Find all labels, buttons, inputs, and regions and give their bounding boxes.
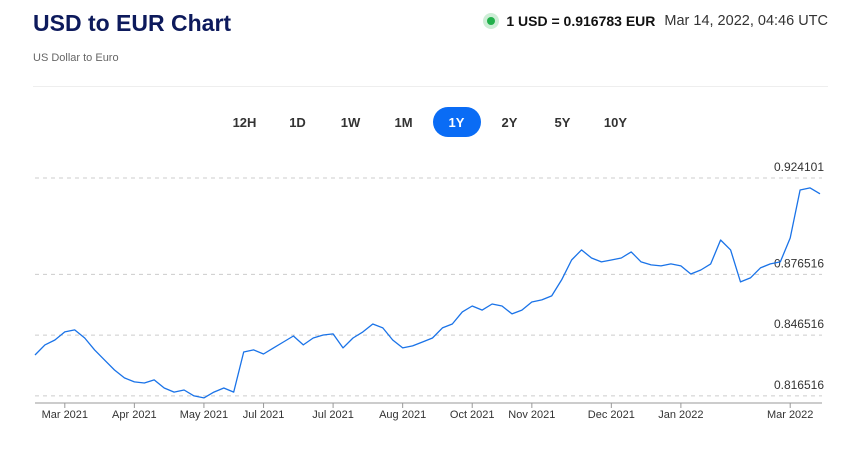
x-tick-label: May 2021 xyxy=(180,409,228,421)
x-tick-label: Oct 2021 xyxy=(450,409,495,421)
range-button[interactable]: 1Y xyxy=(432,107,481,137)
y-tick-label: 0.816516 xyxy=(774,378,824,392)
x-tick-label: Aug 2021 xyxy=(379,409,426,421)
y-tick-label: 0.924101 xyxy=(774,160,824,174)
x-tick-label: Mar 2022 xyxy=(767,409,813,421)
range-buttons: 12H 1D 1W 1M 1Y 2Y 5Y 10Y xyxy=(218,107,642,137)
y-tick-label: 0.846516 xyxy=(774,317,824,331)
title: USD to EUR Chart xyxy=(33,10,232,36)
divider xyxy=(33,86,828,87)
x-tick-label: Apr 2021 xyxy=(112,409,157,421)
range-button[interactable]: 12H xyxy=(232,114,257,130)
x-tick-label: Jul 2021 xyxy=(243,409,285,421)
rate: 1 USD = 0.916783 EUR xyxy=(506,13,656,29)
x-tick-label: Jan 2022 xyxy=(658,409,703,421)
range-button[interactable]: 10Y xyxy=(603,114,628,130)
x-tick-label: Mar 2021 xyxy=(42,409,88,421)
x-tick-label: Dec 2021 xyxy=(588,409,635,421)
live-dot xyxy=(487,17,496,25)
range-button[interactable]: 1W xyxy=(340,114,361,130)
range-button[interactable]: 1D xyxy=(289,114,306,130)
rate-box: 1 USD = 0.916783 EUR Mar 14, 2022, 04:46… xyxy=(487,13,828,29)
line xyxy=(34,187,821,399)
timestamp: Mar 14, 2022, 04:46 UTC xyxy=(664,13,828,29)
x-tick-label: Jul 2021 xyxy=(312,409,354,421)
range-button[interactable]: 2Y xyxy=(501,114,518,130)
x-tick-label: Nov 2021 xyxy=(508,409,555,421)
y-tick-label: 0.876516 xyxy=(774,256,824,270)
range-button[interactable]: 1M xyxy=(394,114,413,130)
range-button[interactable]: 5Y xyxy=(554,114,571,130)
subtitle: US Dollar to Euro xyxy=(33,52,119,64)
